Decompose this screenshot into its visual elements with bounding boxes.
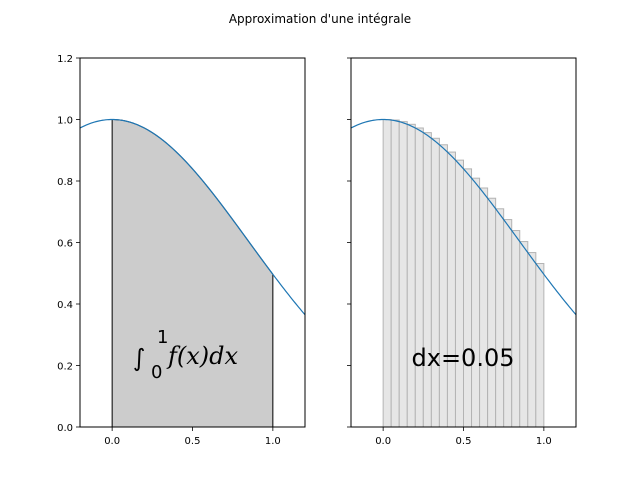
integral-plot-area	[79, 118, 306, 428]
integral-x-tick-label: 1.0	[265, 436, 281, 447]
integral-ticks: 0.0 0.5 1.0 0.0 0.2 0.4 0.6 0.8 1.0 1.2	[57, 54, 281, 447]
riemann-bar	[527, 252, 537, 428]
riemann-x-tick-label: 0.5	[456, 436, 472, 447]
riemann-bar	[511, 230, 521, 428]
integral-y-tick-label: 0.4	[57, 300, 73, 311]
riemann-bar	[390, 119, 400, 428]
riemann-bar	[479, 187, 489, 428]
integral-sign: ∫	[133, 344, 146, 372]
riemann-bar	[438, 144, 448, 428]
riemann-bar	[463, 168, 473, 428]
integral-curve-line	[79, 118, 306, 316]
integral-x-tick-label: 0.0	[104, 436, 120, 447]
riemann-curve-line	[350, 118, 577, 316]
integral-body: f(x)dx	[166, 342, 239, 370]
integral-annotation: ∫ 1 0 f(x)dx	[133, 327, 239, 383]
riemann-x-tick-label: 1.0	[536, 436, 552, 447]
riemann-bar	[414, 127, 424, 428]
riemann-bar	[446, 151, 456, 428]
integral-panel: 0.0 0.5 1.0 0.0 0.2 0.4 0.6 0.8 1.0 1.2 ∫ 1 0 f(x…	[57, 54, 306, 447]
integral-y-tick-label: 1.0	[57, 116, 73, 127]
integral-lower-bound: 0	[151, 362, 162, 383]
riemann-panel: 0.0 0.5 1.0 dx=0.05	[347, 57, 577, 447]
integral-y-tick-label: 0.0	[57, 423, 73, 434]
integral-y-tick-label: 0.6	[57, 239, 73, 250]
riemann-x-tick-label: 0.0	[375, 436, 391, 447]
integral-y-tick-label: 1.2	[57, 54, 73, 65]
figure-title: Approximation d'une intégrale	[229, 12, 411, 26]
riemann-bar	[519, 241, 529, 428]
riemann-ticks: 0.0 0.5 1.0	[347, 57, 552, 447]
riemann-bar	[535, 263, 545, 428]
integral-upper-bound: 1	[157, 327, 168, 348]
integral-area	[111, 118, 274, 428]
riemann-bar	[487, 197, 497, 428]
riemann-bar	[454, 159, 464, 428]
riemann-bar	[471, 177, 481, 428]
riemann-plot-area	[350, 118, 577, 428]
riemann-bar	[406, 123, 416, 428]
riemann-bar	[382, 119, 392, 428]
riemann-bar	[398, 121, 408, 428]
dx-annotation: dx=0.05	[412, 344, 515, 372]
riemann-bar	[422, 132, 432, 428]
integral-y-tick-label: 0.2	[57, 362, 73, 373]
riemann-bar	[430, 137, 440, 428]
integral-y-tick-label: 0.8	[57, 177, 73, 188]
integral-x-tick-label: 0.5	[185, 436, 201, 447]
riemann-bar	[503, 219, 513, 428]
riemann-bar	[495, 208, 505, 428]
